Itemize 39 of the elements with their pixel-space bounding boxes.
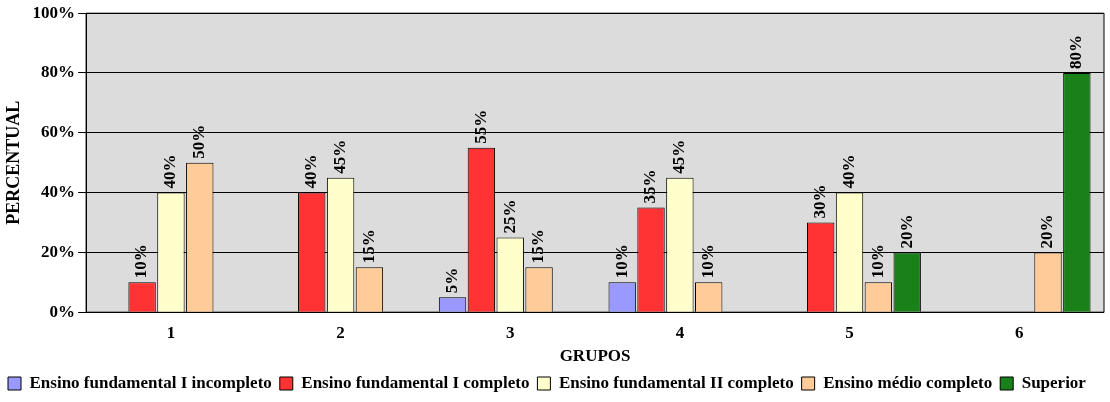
data-label: 40%: [301, 154, 321, 189]
data-label: 10%: [131, 244, 151, 279]
data-label: 55%: [470, 109, 490, 144]
data-label: 25%: [499, 199, 519, 234]
x-axis-title: GRUPOS: [559, 346, 631, 366]
data-label: 15%: [358, 229, 378, 264]
data-label: 10%: [698, 244, 718, 279]
data-label: 10%: [867, 244, 887, 279]
legend-label: Superior: [1021, 372, 1087, 392]
y-axis-title: PERCENTUAL: [3, 100, 24, 225]
data-label: 15%: [528, 229, 548, 264]
x-tick-label: 6: [1014, 322, 1024, 342]
data-label: 5%: [441, 267, 461, 294]
data-label: 45%: [669, 139, 689, 174]
legend-label: Ensino médio completo: [823, 372, 993, 392]
data-label: 40%: [838, 154, 858, 189]
x-tick-label: 3: [505, 322, 515, 342]
data-label: 20%: [1037, 214, 1057, 249]
legend-label: Ensino fundamental I completo: [301, 372, 530, 392]
data-label: 30%: [810, 184, 830, 219]
data-label: 35%: [640, 169, 660, 204]
data-label: 40%: [160, 154, 180, 189]
y-tick-label: 60%: [41, 122, 76, 142]
y-tick-label: 40%: [41, 181, 76, 201]
y-tick-label: 80%: [41, 62, 76, 82]
data-label: 45%: [329, 139, 349, 174]
y-tick-label: 0%: [49, 301, 76, 321]
y-tick-label: 20%: [41, 241, 76, 261]
data-label: 10%: [611, 244, 631, 279]
data-label: 20%: [896, 214, 916, 249]
x-tick-label: 1: [166, 322, 176, 342]
data-label: 80%: [1066, 35, 1086, 69]
x-tick-label: 4: [675, 322, 685, 342]
legend-label: Ensino fundamental II completo: [558, 372, 794, 392]
x-tick-label: 2: [336, 322, 345, 342]
x-tick-label: 5: [845, 322, 854, 342]
legend-label: Ensino fundamental I incompleto: [29, 372, 272, 392]
y-tick-label: 100%: [32, 2, 76, 22]
data-label: 50%: [189, 124, 209, 159]
